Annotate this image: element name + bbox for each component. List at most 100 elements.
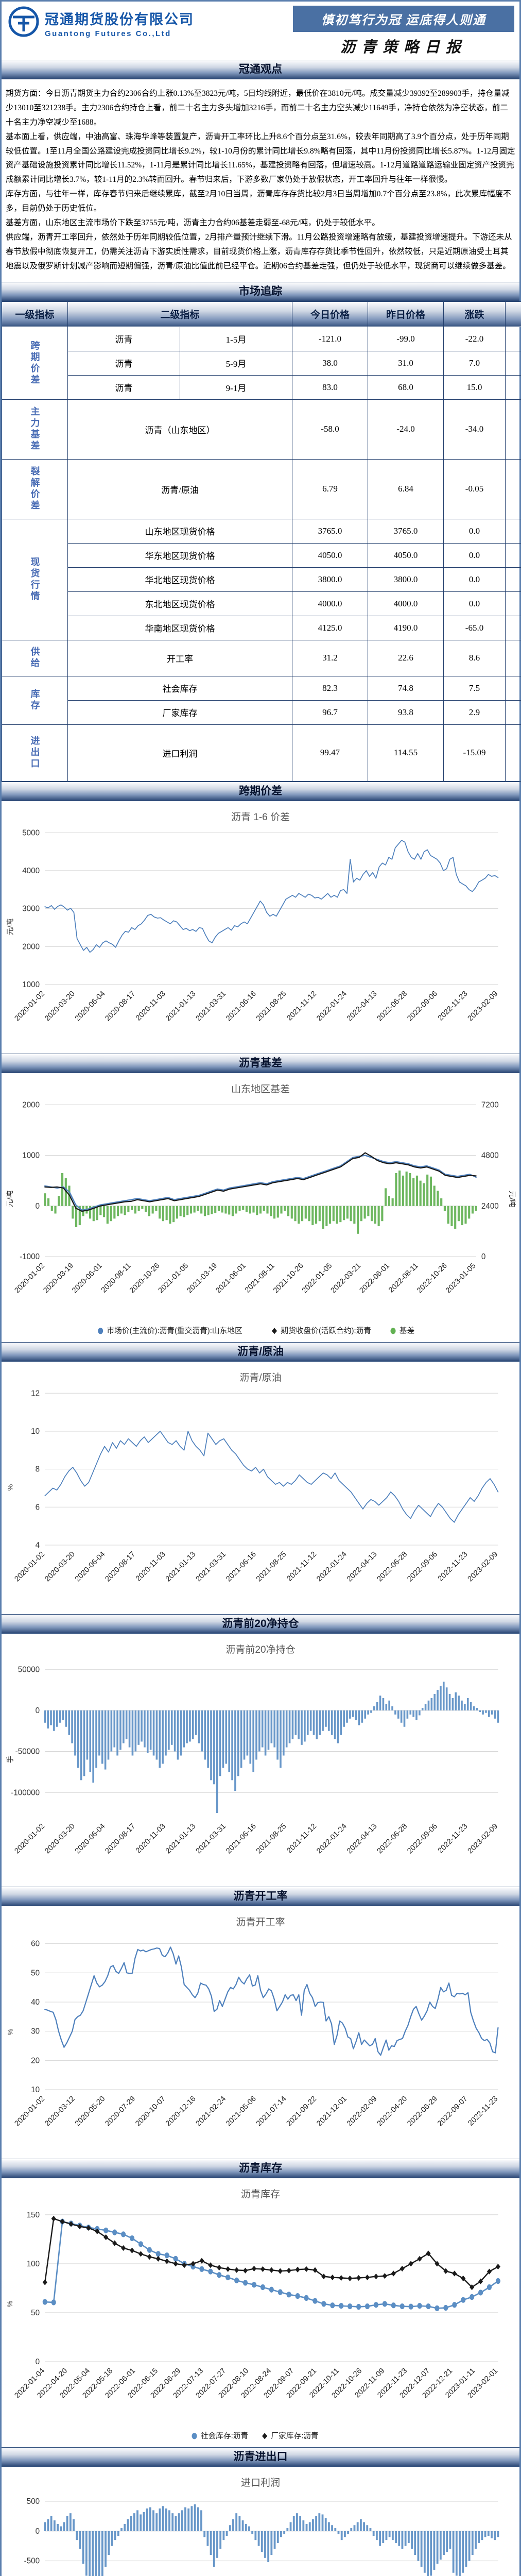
table-cell: 3800.0 bbox=[368, 567, 444, 591]
viewpoint-paragraph: 基本面上看，供应端，中油高富、珠海华峰等装置复产，沥青开工率环比上升8.6个百分… bbox=[6, 130, 515, 188]
table-cell: 7.5 bbox=[444, 676, 506, 700]
svg-text:2020-12-16: 2020-12-16 bbox=[164, 2094, 198, 2128]
table-cell: 22.6 bbox=[368, 640, 444, 676]
svg-text:1000: 1000 bbox=[22, 980, 40, 989]
table-cell: 58.62% bbox=[506, 399, 521, 459]
svg-text:2022-04-13: 2022-04-13 bbox=[345, 989, 379, 1023]
table-cell: 华北地区现货价格 bbox=[68, 567, 292, 591]
header-right: 慎初笃行为冠 运底得人则通 沥青策略日报 bbox=[293, 6, 514, 57]
svg-text:2022-10-26: 2022-10-26 bbox=[415, 1261, 449, 1295]
table-cell: 沥青 bbox=[68, 351, 180, 375]
chart-subtitle: 进口利润 bbox=[4, 2475, 517, 2489]
table-cell: 4000.0 bbox=[292, 591, 368, 616]
svg-text:2022-11-23: 2022-11-23 bbox=[466, 2094, 499, 2127]
svg-text:2021-01-13: 2021-01-13 bbox=[164, 1550, 198, 1584]
svg-text:2020-11-03: 2020-11-03 bbox=[134, 1822, 167, 1855]
chart-panel-6: 进口利润-2000-1500-1000-5000500元2020-01-0120… bbox=[2, 2467, 519, 2576]
svg-text:2021-05-06: 2021-05-06 bbox=[224, 2094, 258, 2128]
svg-text:厂家库存:沥青: 厂家库存:沥青 bbox=[271, 2431, 318, 2440]
section-bar-chart-3: 沥青前20净持仓 bbox=[2, 1614, 519, 1634]
svg-text:2020-06-04: 2020-06-04 bbox=[74, 1822, 107, 1856]
table-cell: -34.0 bbox=[444, 399, 506, 459]
svg-text:2021-03-31: 2021-03-31 bbox=[195, 989, 228, 1023]
table-cell: 东北地区现货价格 bbox=[68, 591, 292, 616]
svg-text:2021-06-16: 2021-06-16 bbox=[224, 1550, 258, 1584]
svg-text:2021-03-31: 2021-03-31 bbox=[195, 1822, 228, 1856]
viewpoint-paragraph: 库存方面，与往年一样，库存春节归来后继续累库，截至2月10日当周，沥青库存存货比… bbox=[6, 187, 515, 216]
table-cell: 4000.0 bbox=[368, 591, 444, 616]
svg-text:2020-08-17: 2020-08-17 bbox=[104, 1550, 137, 1584]
svg-text:%: % bbox=[6, 1484, 14, 1491]
market-table-header: 涨跌 bbox=[444, 301, 506, 327]
svg-text:2020-03-20: 2020-03-20 bbox=[43, 1550, 77, 1584]
chart-subtitle: 沥青前20净持仓 bbox=[4, 1642, 517, 1656]
table-cell: 4125.0 bbox=[292, 616, 368, 640]
svg-text:2022-01-24: 2022-01-24 bbox=[315, 989, 349, 1023]
company-slogan: 慎初笃行为冠 运底得人则通 bbox=[293, 6, 514, 32]
svg-text:2021-08-25: 2021-08-25 bbox=[255, 1822, 288, 1856]
section-bar-viewpoint: 冠通观点 bbox=[2, 60, 519, 79]
table-cell: 15.0 bbox=[444, 375, 506, 399]
svg-text:%: % bbox=[6, 2300, 14, 2307]
table-cell: 6.84 bbox=[368, 459, 444, 519]
table-cell: 93.8 bbox=[368, 700, 444, 724]
table-cell: -58.0 bbox=[292, 399, 368, 459]
svg-text:2023-02-09: 2023-02-09 bbox=[466, 1822, 500, 1856]
table-cell: 38.0 bbox=[292, 351, 368, 375]
svg-text:%: % bbox=[6, 2028, 14, 2035]
market-table-header: 二级指标 bbox=[68, 301, 292, 327]
svg-text:社会库存:沥青: 社会库存:沥青 bbox=[201, 2431, 248, 2440]
svg-text:2022-08-11: 2022-08-11 bbox=[387, 1261, 420, 1294]
svg-text:2022-09-06: 2022-09-06 bbox=[406, 1550, 439, 1584]
table-cell: 0.00% bbox=[506, 567, 521, 591]
svg-text:2022-09-07: 2022-09-07 bbox=[436, 2094, 470, 2128]
svg-text:2020-01-02: 2020-01-02 bbox=[13, 2094, 47, 2128]
svg-text:2020-03-12: 2020-03-12 bbox=[43, 2094, 77, 2128]
svg-text:0: 0 bbox=[36, 1706, 40, 1715]
svg-text:2022-06-28: 2022-06-28 bbox=[376, 1822, 409, 1856]
svg-text:2022-03-21: 2022-03-21 bbox=[329, 1261, 363, 1295]
svg-text:2020-06-01: 2020-06-01 bbox=[71, 1261, 104, 1295]
svg-text:2021-01-13: 2021-01-13 bbox=[164, 989, 198, 1023]
svg-text:-100000: -100000 bbox=[11, 1789, 40, 1798]
svg-text:2021-06-16: 2021-06-16 bbox=[224, 989, 258, 1023]
table-cell: 社会库存 bbox=[68, 676, 292, 700]
table-cell: 74.8 bbox=[368, 676, 444, 700]
svg-text:元/吨: 元/吨 bbox=[6, 918, 14, 935]
company-name-cn: 冠通期货股份有限公司 bbox=[45, 8, 194, 28]
chart-subtitle: 沥青 1-6 价差 bbox=[4, 809, 517, 823]
svg-text:2022-11-23: 2022-11-23 bbox=[437, 1550, 470, 1583]
chart-subtitle: 沥青/原油 bbox=[4, 1370, 517, 1384]
table-cell: 4050.0 bbox=[292, 543, 368, 567]
table-cell: 0.00% bbox=[506, 591, 521, 616]
svg-text:50: 50 bbox=[31, 2309, 40, 2317]
table-cell: 沥青 bbox=[68, 327, 180, 351]
chart-2-plot: 4681012%2020-01-022020-03-202020-06-0420… bbox=[4, 1385, 517, 1613]
svg-text:元/吨: 元/吨 bbox=[6, 1190, 14, 1207]
market-table-header: 今日价格 bbox=[292, 301, 368, 327]
svg-text:2022-04-13: 2022-04-13 bbox=[345, 1550, 379, 1584]
company-name-block: 冠通期货股份有限公司 Guantong Futures Co.,Ltd bbox=[45, 8, 194, 38]
svg-text:2021-08-25: 2021-08-25 bbox=[255, 1550, 288, 1584]
table-cell: 99.47 bbox=[292, 724, 368, 781]
svg-text:5000: 5000 bbox=[22, 828, 40, 837]
svg-text:0: 0 bbox=[481, 1252, 485, 1261]
table-cell: -15.09 bbox=[444, 724, 506, 781]
svg-text:50000: 50000 bbox=[18, 1666, 40, 1674]
svg-text:2020-03-20: 2020-03-20 bbox=[43, 1822, 77, 1856]
svg-text:2000: 2000 bbox=[22, 1100, 40, 1109]
market-table: 一级指标二级指标今日价格昨日价格涨跌涨跌幅 跨期价差沥青1-5月-121.0-9… bbox=[2, 301, 521, 782]
table-cell: 6.79 bbox=[292, 459, 368, 519]
table-cell: 18.42% bbox=[506, 351, 521, 375]
table-cell: 4050.0 bbox=[368, 543, 444, 567]
table-cell: -99.0 bbox=[368, 327, 444, 351]
svg-text:2020-08-17: 2020-08-17 bbox=[104, 1822, 137, 1856]
